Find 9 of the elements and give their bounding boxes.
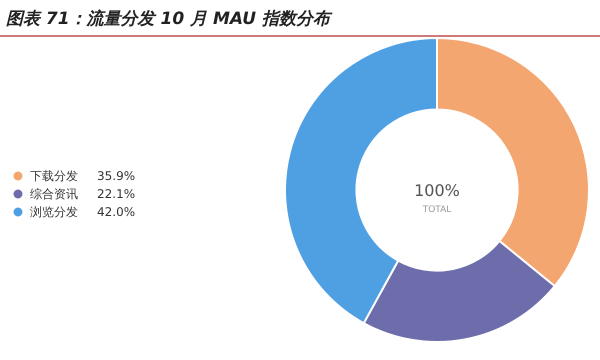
data-label: 35.9% <box>97 169 136 183</box>
text: 100% <box>414 181 460 200</box>
legend-label: 下载分发 <box>30 169 78 183</box>
data-label: 22.1% <box>97 187 136 201</box>
legend-label: 综合资讯 <box>30 187 78 201</box>
legend-label: 浏览分发 <box>30 205 78 219</box>
chart-title: 图表 71：流量分发 10 月 MAU 指数分布 <box>6 9 334 29</box>
text: TOTAL <box>422 205 452 215</box>
data-label: 42.0% <box>97 205 136 219</box>
